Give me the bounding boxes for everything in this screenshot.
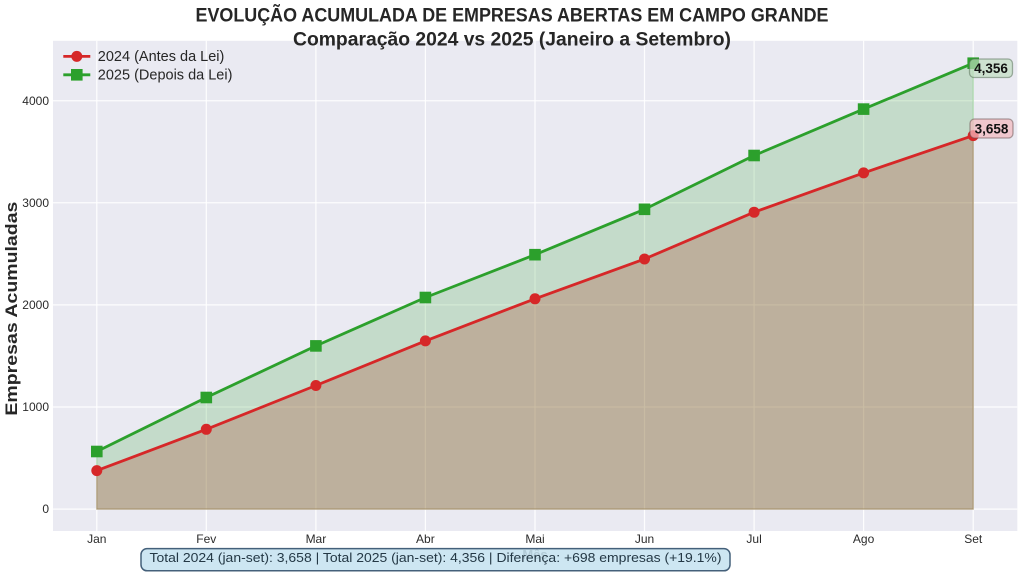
svg-text:2000: 2000 xyxy=(22,298,49,312)
svg-text:3,658: 3,658 xyxy=(975,121,1009,136)
svg-text:4,356: 4,356 xyxy=(974,61,1008,76)
svg-text:Set: Set xyxy=(964,532,983,546)
svg-text:Jan: Jan xyxy=(87,532,106,546)
svg-text:Fev: Fev xyxy=(196,532,216,546)
svg-text:EVOLUÇÃO ACUMULADA DE EMPRESAS: EVOLUÇÃO ACUMULADA DE EMPRESAS ABERTAS E… xyxy=(196,5,829,27)
svg-text:4000: 4000 xyxy=(22,94,49,108)
svg-text:2025 (Depois da Lei): 2025 (Depois da Lei) xyxy=(98,67,233,83)
svg-text:Mai: Mai xyxy=(525,532,544,546)
svg-text:Jul: Jul xyxy=(746,532,761,546)
svg-text:3000: 3000 xyxy=(22,196,49,210)
svg-text:Comparação 2024 vs 2025 (Janei: Comparação 2024 vs 2025 (Janeiro a Setem… xyxy=(293,30,731,51)
svg-text:1000: 1000 xyxy=(22,400,49,414)
svg-text:Ago: Ago xyxy=(853,532,875,546)
svg-text:Jun: Jun xyxy=(635,532,654,546)
svg-text:Empresas Acumuladas: Empresas Acumuladas xyxy=(2,202,21,416)
svg-text:Mar: Mar xyxy=(306,532,327,546)
svg-text:Total 2024 (jan-set): 3,658 |: Total 2024 (jan-set): 3,658 | Total 2025… xyxy=(150,550,722,565)
svg-text:Abr: Abr xyxy=(416,532,435,546)
svg-text:2024 (Antes da Lei): 2024 (Antes da Lei) xyxy=(98,49,225,65)
svg-text:0: 0 xyxy=(42,502,49,516)
